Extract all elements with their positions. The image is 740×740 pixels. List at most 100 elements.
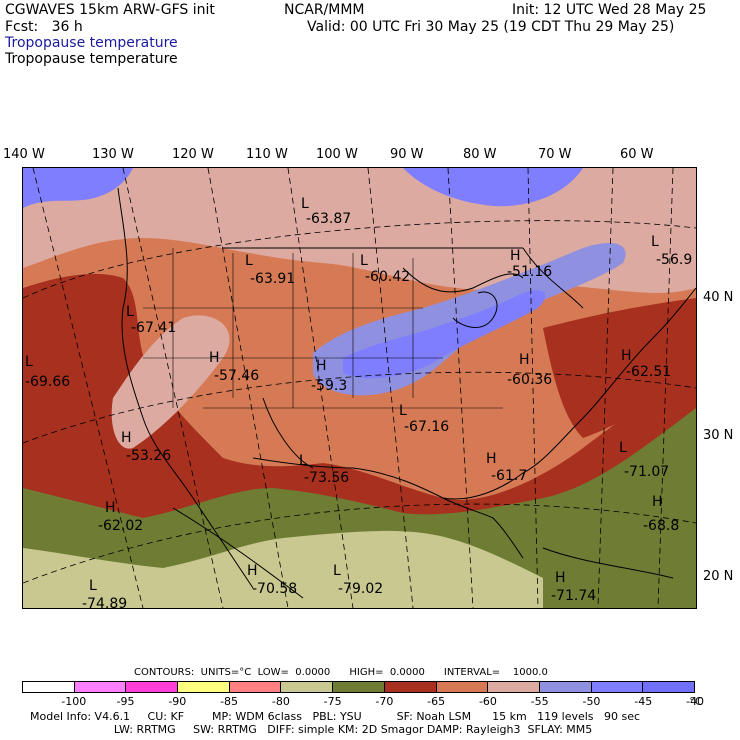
extremum-value: -71.74: [551, 588, 596, 604]
extremum-value: -71.07: [624, 464, 669, 480]
lon-label: 110 W: [246, 147, 288, 162]
tropopause-temperature-map: L -63.87 L -63.91 L -60.42 H -51.16 L -5…: [22, 167, 697, 609]
extremum-value: -68.8: [643, 518, 679, 534]
extremum-value: -67.41: [131, 320, 176, 336]
color-scale-swatch: [23, 682, 75, 692]
color-scale-swatch: [384, 682, 437, 692]
color-scale-swatch: [643, 682, 694, 692]
extremum-value: -62.51: [626, 364, 671, 380]
extremum-value: -56.9: [656, 252, 692, 268]
color-scale-unit: °C: [689, 695, 703, 708]
lon-label: 60 W: [620, 147, 654, 162]
lon-label: 70 W: [538, 147, 572, 162]
color-scale-tick-label: -70: [375, 695, 394, 708]
init-time: Init: 12 UTC Wed 28 May 25: [512, 2, 707, 18]
extremum-letter: H: [121, 430, 132, 446]
extremum-value: -67.16: [404, 419, 449, 435]
model-info-line1: Model Info: V4.6.1 CU: KF MP: WDM 6class…: [30, 710, 641, 723]
lon-label: 80 W: [463, 147, 497, 162]
color-scale-swatch: [436, 682, 489, 692]
lon-label: 130 W: [92, 147, 134, 162]
extremum-letter: H: [486, 451, 497, 467]
state-borders: [143, 248, 503, 409]
color-scale-bar: [22, 681, 695, 693]
color-scale-swatch: [539, 682, 592, 692]
extrema-labels: L -63.87 L -63.91 L -60.42 H -51.16 L -5…: [25, 196, 692, 608]
color-scale-tick-label: -65: [427, 695, 446, 708]
extremum-letter: L: [399, 403, 407, 419]
color-scale-tick-label: -60: [478, 695, 497, 708]
field-band-75-70: [23, 408, 696, 608]
lon-label: 100 W: [316, 147, 358, 162]
color-scale-swatch: [178, 682, 230, 692]
color-scale-tick-label: -45: [634, 695, 653, 708]
model-title: CGWAVES 15km ARW-GFS init: [5, 2, 215, 18]
extremum-value: -61.7: [491, 468, 527, 484]
model-info-line2: LW: RRTMG SW: RRTMG DIFF: simple KM: 2D …: [30, 723, 593, 736]
forecast-hour: Fcst: 36 h: [5, 19, 83, 35]
extremum-letter: L: [301, 196, 309, 212]
extremum-letter: H: [621, 348, 632, 364]
color-scale-tick-label: -50: [582, 695, 601, 708]
extremum-value: -62.02: [98, 518, 143, 534]
color-scale-tick-label: -100: [61, 695, 87, 708]
lon-label: 120 W: [172, 147, 214, 162]
extremum-letter: H: [316, 358, 327, 374]
extremum-letter: H: [519, 352, 530, 368]
extremum-value: -59.3: [311, 378, 347, 394]
extremum-letter: H: [247, 563, 258, 579]
extremum-value: -51.16: [507, 264, 552, 280]
valid-time: Valid: 00 UTC Fri 30 May 25 (19 CDT Thu …: [307, 19, 675, 35]
extremum-letter: L: [89, 578, 97, 594]
field-band-cold-nw: [23, 168, 133, 208]
color-scale-tick-label: -85: [220, 695, 239, 708]
lon-label: 90 W: [390, 147, 424, 162]
lon-label: 140 W: [3, 147, 45, 162]
extremum-letter: L: [245, 253, 253, 269]
extremum-letter: H: [209, 350, 220, 366]
extremum-letter: L: [651, 234, 659, 250]
color-scale-tick-label: -80: [271, 695, 290, 708]
extremum-value: -60.36: [507, 372, 552, 388]
extremum-letter: L: [25, 354, 33, 370]
coastlines: [117, 187, 696, 599]
institution-label: NCAR/MMM: [284, 2, 365, 18]
extremum-value: -60.42: [365, 269, 410, 285]
extremum-value: -74.89: [82, 596, 127, 608]
extremum-value: -70.58: [252, 581, 297, 597]
lat-label: 20 N: [703, 569, 734, 584]
field-title-shaded: Tropopause temperature: [5, 35, 178, 51]
extremum-value: -79.02: [338, 581, 383, 597]
extremum-value: -63.91: [250, 271, 295, 287]
extremum-letter: L: [333, 563, 341, 579]
extremum-letter: L: [299, 453, 307, 469]
field-band-45-40: [343, 290, 546, 379]
extremum-letter: H: [555, 570, 566, 586]
color-scale-swatch: [488, 682, 540, 692]
map-canvas: L -63.87 L -63.91 L -60.42 H -51.16 L -5…: [23, 168, 696, 608]
color-scale-swatch: [229, 682, 282, 692]
extremum-value: -69.66: [25, 374, 70, 390]
field-band-pink-west: [111, 315, 230, 449]
lat-label: 30 N: [703, 428, 734, 443]
contours-info: CONTOURS: UNITS=°C LOW= 0.0000 HIGH= 0.0…: [134, 667, 548, 678]
color-scale-tick-label: -40: [686, 695, 704, 708]
extremum-letter: L: [619, 440, 627, 456]
color-scale-swatch: [126, 682, 179, 692]
extremum-value: -73.56: [304, 470, 349, 486]
color-scale-swatch: [591, 682, 644, 692]
color-scale-tick-label: -75: [323, 695, 342, 708]
extremum-letter: L: [360, 253, 368, 269]
color-scale-swatch: [74, 682, 127, 692]
field-band-cold-n: [403, 168, 583, 207]
extremum-letter: H: [105, 500, 116, 516]
extremum-value: -57.46: [214, 368, 259, 384]
color-scale-tick-label: -55: [530, 695, 549, 708]
field-band-80-75: [23, 530, 543, 608]
color-scale-swatch: [281, 682, 334, 692]
color-scale-tick-label: -95: [116, 695, 135, 708]
lat-label: 40 N: [703, 290, 734, 305]
field-title-contour: Tropopause temperature: [5, 51, 178, 67]
color-scale-swatch: [333, 682, 385, 692]
extremum-letter: L: [126, 304, 134, 320]
